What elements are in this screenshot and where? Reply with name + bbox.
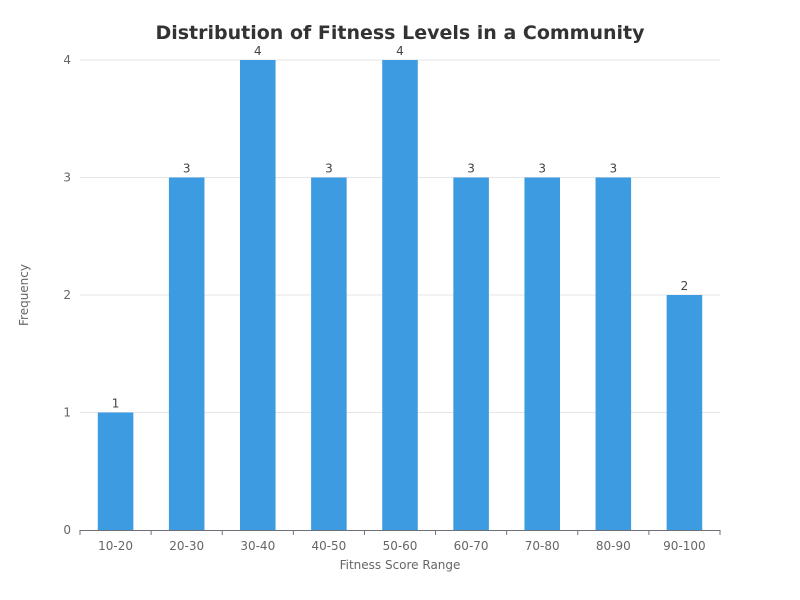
bar[interactable] — [524, 177, 560, 531]
bar-value-label: 4 — [396, 44, 404, 58]
x-tick-label: 50-60 — [383, 539, 418, 553]
y-tick-label: 1 — [63, 406, 71, 420]
bar-value-label: 3 — [325, 162, 333, 176]
x-tick-label: 10-20 — [98, 539, 133, 553]
bar[interactable] — [453, 177, 489, 531]
bars — [97, 60, 703, 531]
bar-value-label: 2 — [681, 279, 689, 293]
bar-value-label: 1 — [112, 397, 120, 411]
bar-value-label: 3 — [467, 162, 475, 176]
bar[interactable] — [97, 412, 134, 531]
bar[interactable] — [382, 60, 418, 530]
bar-value-label: 3 — [183, 162, 191, 176]
axes: 0 1 2 3 4 10-20 20-30 30-40 40-50 50-60 60-70 70-80… — [63, 53, 721, 553]
bar[interactable] — [595, 177, 632, 531]
y-tick-label: 4 — [63, 53, 71, 67]
y-tick-label: 2 — [63, 288, 71, 302]
x-tick-label: 40-50 — [311, 539, 346, 553]
bar-value-label: 3 — [538, 162, 546, 176]
y-tick-label: 3 — [63, 171, 71, 185]
y-tick-label: 0 — [63, 523, 71, 537]
bar-value-label: 4 — [254, 44, 262, 58]
bar[interactable] — [311, 177, 347, 531]
bar[interactable] — [240, 60, 276, 530]
x-tick-label: 30-40 — [240, 539, 275, 553]
x-tick-label: 70-80 — [525, 539, 560, 553]
x-tick-label: 90-100 — [663, 539, 706, 553]
x-axis-label: Fitness Score Range — [340, 558, 461, 572]
y-axis-label: Frequency — [17, 264, 31, 326]
x-tick-label: 80-90 — [596, 539, 631, 553]
x-tick-label: 60-70 — [454, 539, 489, 553]
bar[interactable] — [666, 295, 703, 530]
data-labels: 1 3 4 3 4 3 3 3 2 — [112, 44, 689, 411]
bar-value-label: 3 — [610, 162, 618, 176]
bar[interactable] — [168, 177, 205, 531]
chart-title: Distribution of Fitness Levels in a Comm… — [155, 22, 645, 44]
x-tick-label: 20-30 — [169, 539, 204, 553]
